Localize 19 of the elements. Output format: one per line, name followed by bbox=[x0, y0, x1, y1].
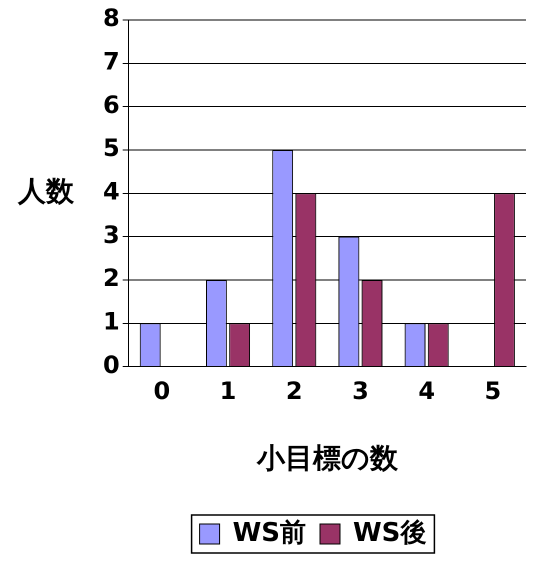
x-tick-label: 1 bbox=[220, 377, 236, 406]
y-tick-label: 4 bbox=[102, 178, 120, 206]
legend-label: WS後 bbox=[353, 518, 426, 548]
x-tick-label: 5 bbox=[484, 377, 502, 406]
x-tick-label: 0 bbox=[153, 377, 170, 406]
x-axis-title: 小目標の数 bbox=[256, 441, 399, 474]
y-tick-label: 6 bbox=[102, 90, 120, 119]
y-tick-label: 2 bbox=[102, 264, 120, 292]
y-tick-label: 8 bbox=[102, 4, 120, 32]
y-tick-label: 1 bbox=[102, 308, 120, 336]
legend-label: WS前 bbox=[232, 518, 306, 548]
y-tick-label: 0 bbox=[102, 350, 120, 379]
y-tick-label: 7 bbox=[102, 48, 120, 76]
x-tick-label: 2 bbox=[286, 377, 303, 406]
x-tick-label: 3 bbox=[352, 377, 369, 406]
y-tick-label: 3 bbox=[102, 220, 120, 249]
x-tick-label: 4 bbox=[418, 377, 436, 406]
y-tick-label: 5 bbox=[102, 134, 120, 162]
y-axis-title: 人数 bbox=[17, 174, 75, 208]
